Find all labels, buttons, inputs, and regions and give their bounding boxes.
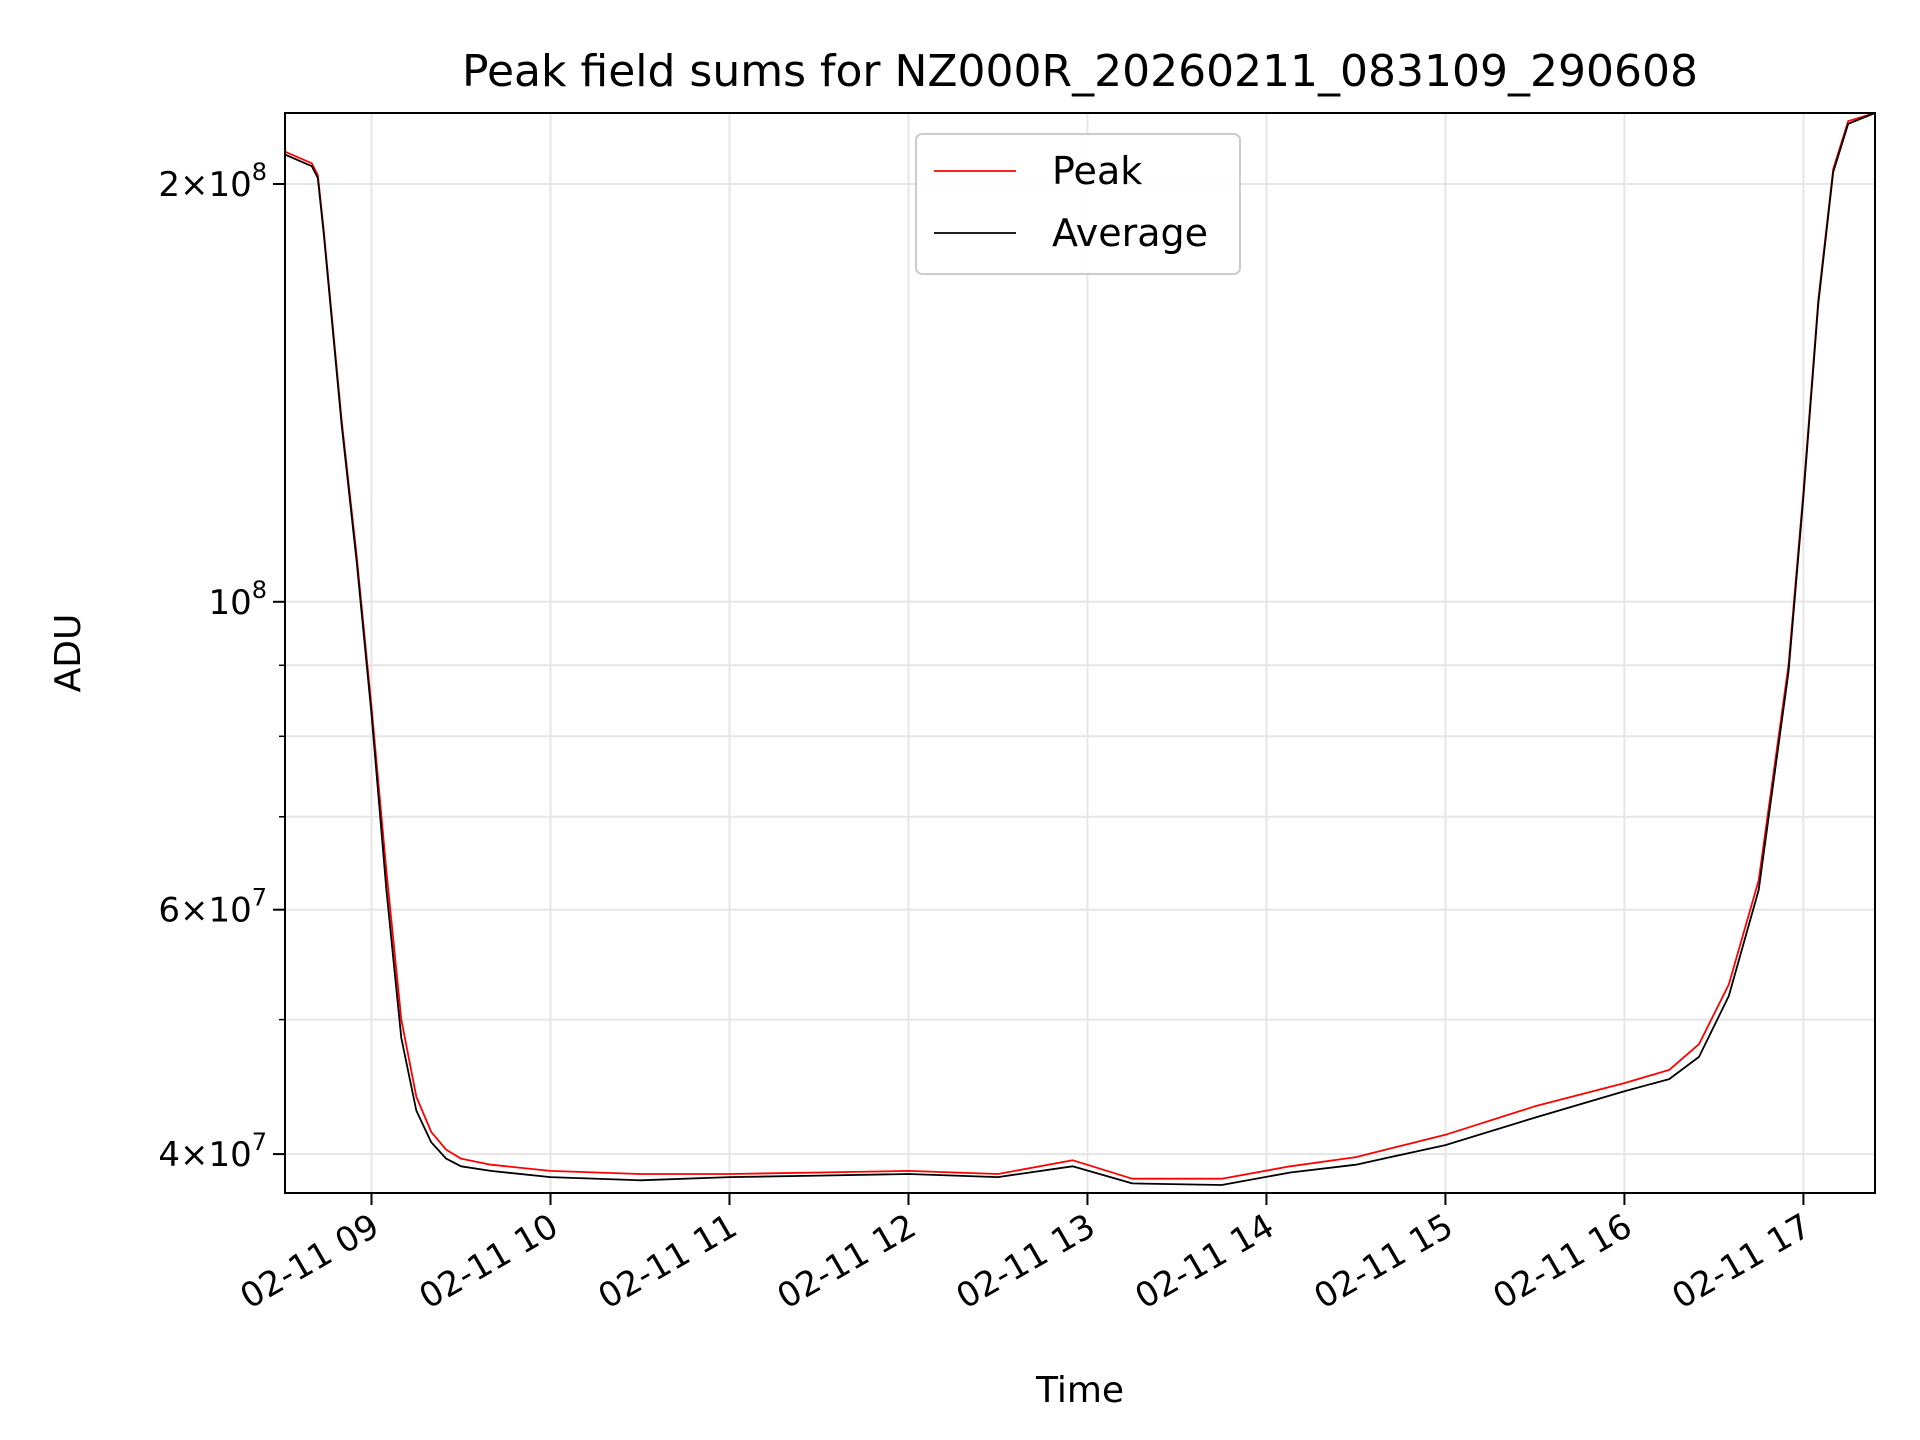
legend-label-peak: Peak (1052, 149, 1142, 193)
legend-label-average: Average (1052, 211, 1208, 255)
plot-frame (284, 112, 1876, 1194)
series-layer (284, 112, 1876, 1186)
y-tick-label: 6×107 (158, 884, 267, 931)
chart-title: Peak field sums for NZ000R_20260211_0831… (462, 46, 1698, 97)
y-tick-label: 108 (208, 576, 267, 623)
y-axis-label: ADU (48, 614, 89, 693)
y-tick-label: 4×107 (158, 1128, 267, 1175)
series-line-average (284, 112, 1876, 1186)
x-axis-label: Time (1035, 1370, 1124, 1411)
legend-box (915, 133, 1241, 275)
grid (285, 113, 1875, 1193)
legend: Peak Average (915, 133, 1241, 275)
y-tick-label: 2×108 (158, 158, 267, 205)
